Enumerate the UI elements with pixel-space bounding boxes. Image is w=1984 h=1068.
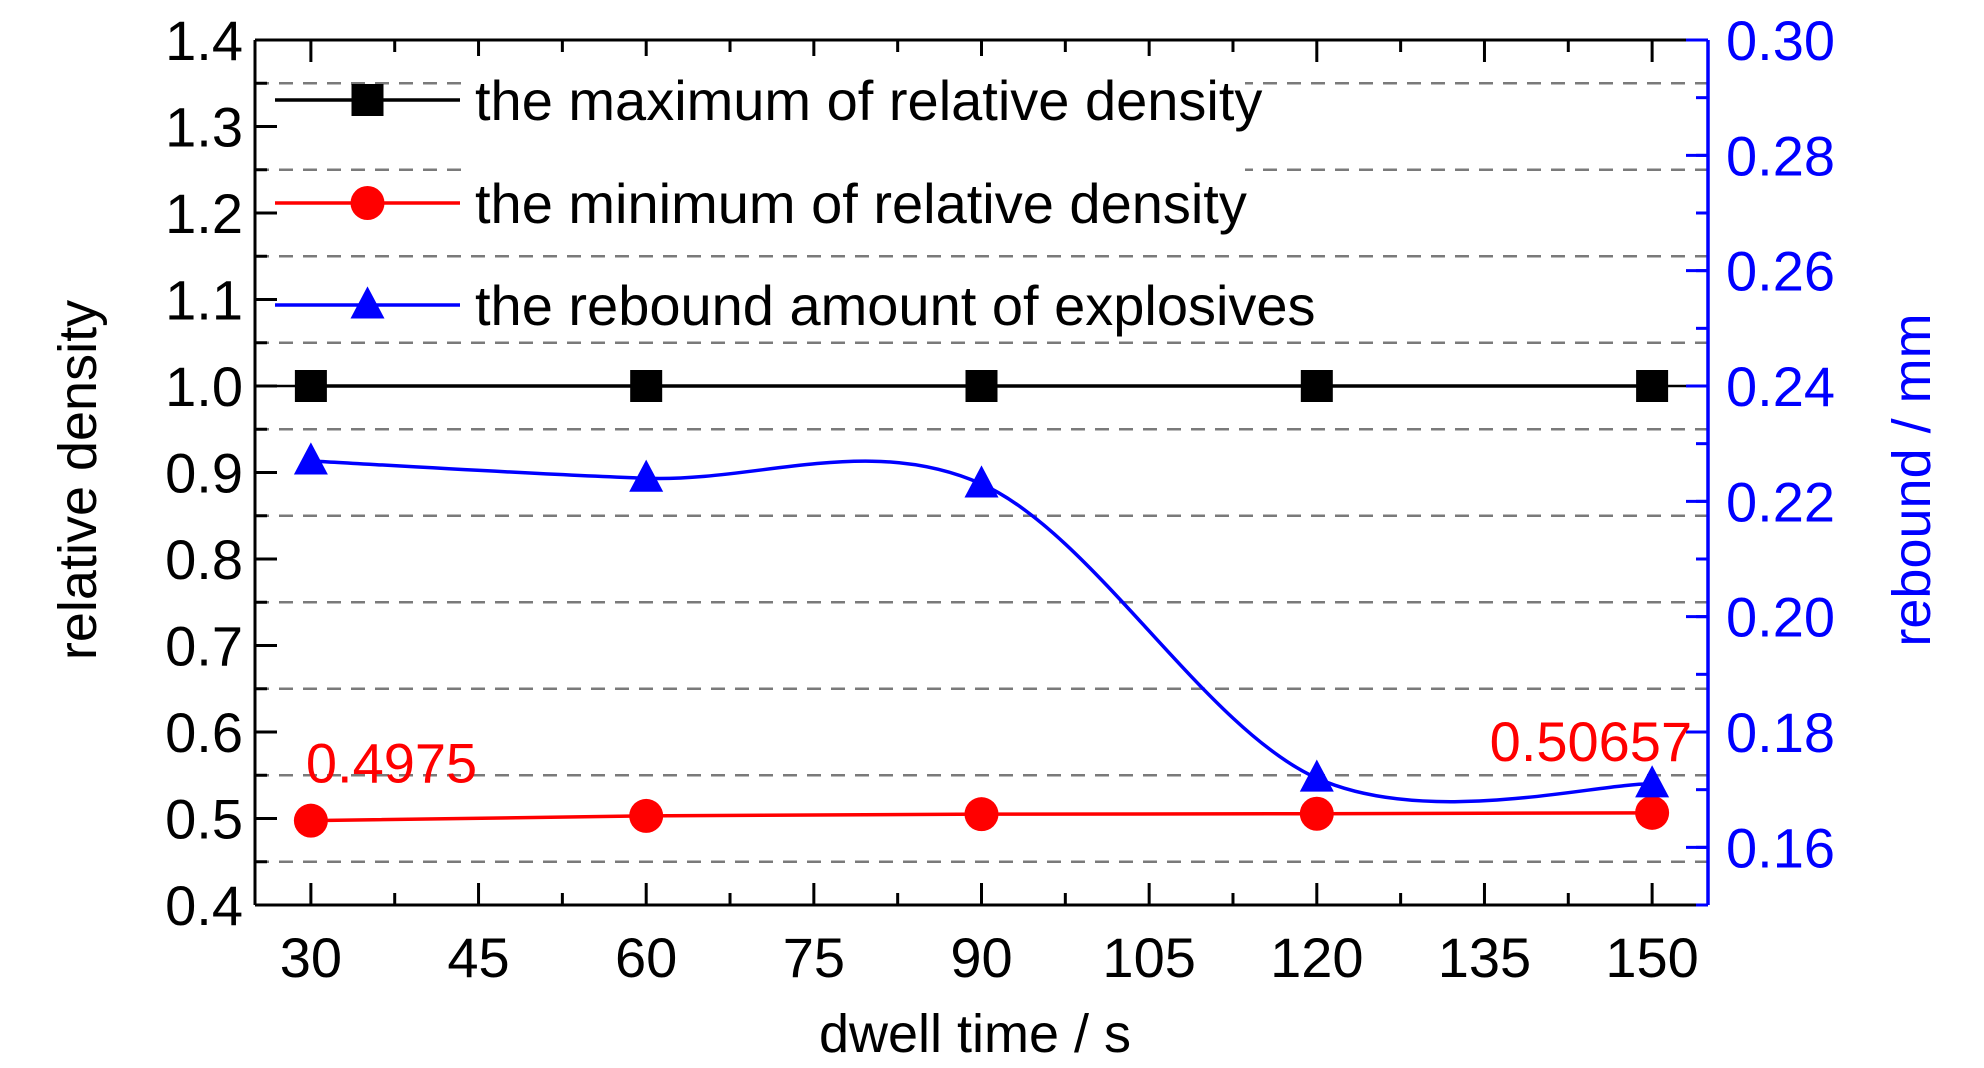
data-point bbox=[964, 465, 999, 498]
legend-marker bbox=[350, 186, 385, 220]
y-left-tick-label: 1.3 bbox=[165, 96, 243, 159]
y-left-tick-label: 0.4 bbox=[165, 874, 243, 937]
y-left-tick-label: 1.1 bbox=[165, 269, 243, 332]
y-right-tick-label: 0.16 bbox=[1726, 816, 1835, 879]
legend-marker bbox=[350, 286, 385, 319]
y-axis-left-title: relative density bbox=[48, 300, 108, 660]
data-point bbox=[630, 370, 663, 402]
data-label: 0.50657 bbox=[1490, 710, 1692, 773]
y-left-tick-label: 0.9 bbox=[165, 442, 243, 505]
data-point bbox=[629, 459, 664, 492]
legend-label: the maximum of relative density bbox=[475, 69, 1262, 132]
y-left-tick-label: 1.0 bbox=[165, 355, 243, 418]
x-tick-label: 45 bbox=[447, 926, 509, 989]
label-layer: 0.4975 0.50657 bbox=[306, 710, 1692, 795]
legend: the maximum of relative density the minim… bbox=[275, 56, 1445, 341]
data-point bbox=[1299, 796, 1334, 831]
y-axis-right-title: rebound / mm bbox=[1882, 313, 1942, 646]
series-line bbox=[310, 459, 1653, 804]
x-tick-label: 105 bbox=[1102, 926, 1195, 989]
legend-label: the rebound amount of explosives bbox=[475, 274, 1316, 337]
x-tick-label: 75 bbox=[783, 926, 845, 989]
data-label: 0.4975 bbox=[306, 732, 477, 795]
data-point bbox=[1636, 370, 1669, 402]
series-layer bbox=[293, 370, 1670, 838]
legend-bg bbox=[465, 159, 1245, 239]
y-left-tick-label: 1.2 bbox=[165, 182, 243, 245]
series-circle bbox=[293, 795, 1670, 838]
data-point bbox=[294, 370, 327, 402]
x-tick-label: 60 bbox=[615, 926, 677, 989]
y-left-tick-label: 0.7 bbox=[165, 615, 243, 678]
x-tick-label: 135 bbox=[1438, 926, 1531, 989]
data-point bbox=[293, 803, 328, 838]
y-left-tick-label: 0.6 bbox=[165, 701, 243, 764]
data-point bbox=[964, 797, 999, 832]
y-right-tick-label: 0.22 bbox=[1726, 470, 1835, 533]
y-right-tick-label: 0.28 bbox=[1726, 124, 1835, 187]
data-point bbox=[1299, 759, 1334, 792]
x-tick-label: 90 bbox=[950, 926, 1012, 989]
y-right-tick-label: 0.26 bbox=[1726, 240, 1835, 303]
y-right-tick-label: 0.20 bbox=[1726, 586, 1835, 649]
y-left-tick-label: 1.4 bbox=[165, 9, 243, 72]
y-right-tick-label: 0.18 bbox=[1726, 701, 1835, 764]
data-point bbox=[1635, 765, 1670, 798]
data-point bbox=[1635, 795, 1670, 830]
y-left-tick-label: 0.5 bbox=[165, 788, 243, 851]
y-right-tick-label: 0.30 bbox=[1726, 9, 1835, 72]
x-tick-label: 30 bbox=[280, 926, 342, 989]
series-square bbox=[294, 370, 1669, 402]
data-point bbox=[1300, 370, 1333, 402]
axes-layer: 0.4 0.5 0.6 0.7 0.8 0.9 1.0 1.1 1.2 1.3 1.4 0.16 0.1… bbox=[165, 9, 1835, 989]
data-point bbox=[293, 442, 328, 475]
legend-marker bbox=[351, 84, 384, 116]
series-triangle bbox=[293, 442, 1670, 804]
legend-bg bbox=[465, 56, 1245, 136]
x-tick-label: 120 bbox=[1270, 926, 1363, 989]
x-tick-label: 150 bbox=[1605, 926, 1698, 989]
data-point bbox=[629, 798, 664, 833]
y-left-tick-label: 0.8 bbox=[165, 528, 243, 591]
data-point bbox=[965, 370, 998, 402]
x-axis-title: dwell time / s bbox=[819, 1004, 1131, 1063]
legend-bg bbox=[465, 261, 1445, 341]
legend-label: the minimum of relative density bbox=[475, 172, 1247, 235]
y-right-tick-label: 0.24 bbox=[1726, 355, 1835, 418]
